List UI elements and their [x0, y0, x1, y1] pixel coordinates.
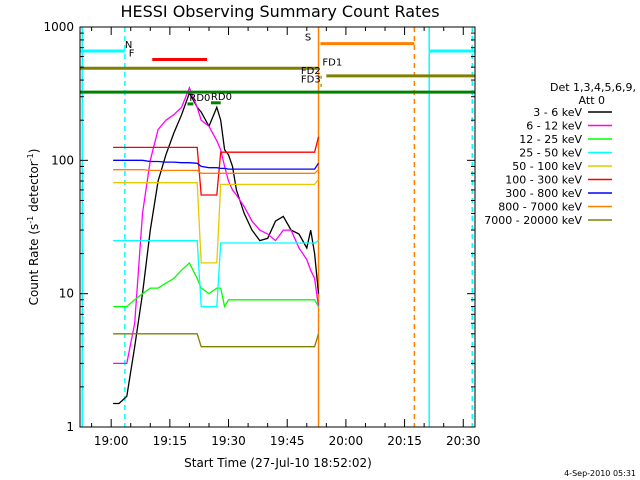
- x-tick-label: 20:15: [387, 434, 422, 448]
- legend-title-line-2: Att 0: [579, 94, 605, 107]
- series-line-6-12-kev: [113, 86, 320, 365]
- legend-label-6-12-kev: 6 - 12 keV: [526, 120, 582, 133]
- series-line-300-800-kev: [113, 159, 320, 170]
- x-tick-label: 20:30: [446, 434, 481, 448]
- series-line-50-100-kev: [113, 179, 320, 264]
- series-line-7000-20000-kev: [113, 333, 320, 348]
- y-axis-label: Count Rate (s-1 detector-1): [26, 149, 41, 306]
- y-axis-label-mid: detector: [27, 161, 41, 216]
- series-line-25-50-kev: [113, 239, 319, 308]
- y-axis-label-exp2: -1: [26, 153, 35, 161]
- footer-date: 4-Sep-2010 05:31: [564, 469, 636, 478]
- x-tick-label: 19:30: [211, 434, 246, 448]
- flag-label-rd0: RD0: [189, 93, 210, 104]
- y-tick-label: 1: [66, 420, 74, 434]
- y-axis-label-exp1: -1: [26, 216, 35, 224]
- series-line-3-6-kev: [113, 91, 320, 405]
- series-line-800-7000-kev: [113, 169, 319, 174]
- plot-frame: [79, 26, 476, 428]
- series-line-100-300-kev: [113, 136, 320, 196]
- flag-label-fd3: FD3: [301, 74, 321, 85]
- x-axis: 19:00 19:15 19:30 19:45 20:00 20:15 20:30: [91, 27, 481, 448]
- x-tick-label: 19:00: [94, 434, 129, 448]
- series-line-12-25-kev: [113, 261, 320, 309]
- legend-label-800-7000-kev: 800 - 7000 keV: [498, 201, 582, 214]
- x-axis-label: Start Time (27-Jul-10 18:52:02): [184, 456, 372, 470]
- flag-label-n: N: [125, 40, 132, 51]
- legend-label-50-100-kev: 50 - 100 keV: [512, 160, 582, 173]
- legend-label-100-300-kev: 100 - 300 keV: [505, 174, 582, 187]
- flag-label-fd2: FD2: [301, 66, 321, 77]
- x-tick-label: 19:45: [270, 434, 305, 448]
- y-tick-label: 10: [59, 287, 74, 301]
- legend-title-line-1: Det 1,3,4,5,6,9,: [550, 81, 636, 94]
- x-tick-label: 19:15: [153, 434, 188, 448]
- legend-label-12-25-kev: 12 - 25 keV: [519, 133, 582, 146]
- y-tick-label: 1000: [43, 20, 74, 34]
- flag-label-rd0: RD0: [211, 92, 232, 103]
- legend-label-7000-20000-kev: 7000 - 20000 keV: [484, 214, 582, 227]
- flag-label-s: S: [305, 33, 311, 44]
- legend-label-3-6-kev: 3 - 6 keV: [533, 106, 582, 119]
- chart-title: HESSI Observing Summary Count Rates: [120, 2, 439, 21]
- y-axis-label-pre: Count Rate (s: [27, 224, 41, 306]
- x-tick-label: 20:00: [329, 434, 364, 448]
- y-axis-label-post: ): [27, 149, 41, 154]
- flag-label-fd1: FD1: [322, 57, 342, 68]
- y-axis: 1 10 100 1000: [43, 20, 475, 434]
- legend-label-300-800-kev: 300 - 800 keV: [505, 187, 582, 200]
- flag-label-f: F: [129, 49, 135, 60]
- y-tick-label: 100: [51, 153, 74, 167]
- legend-label-25-50-kev: 25 - 50 keV: [519, 147, 582, 160]
